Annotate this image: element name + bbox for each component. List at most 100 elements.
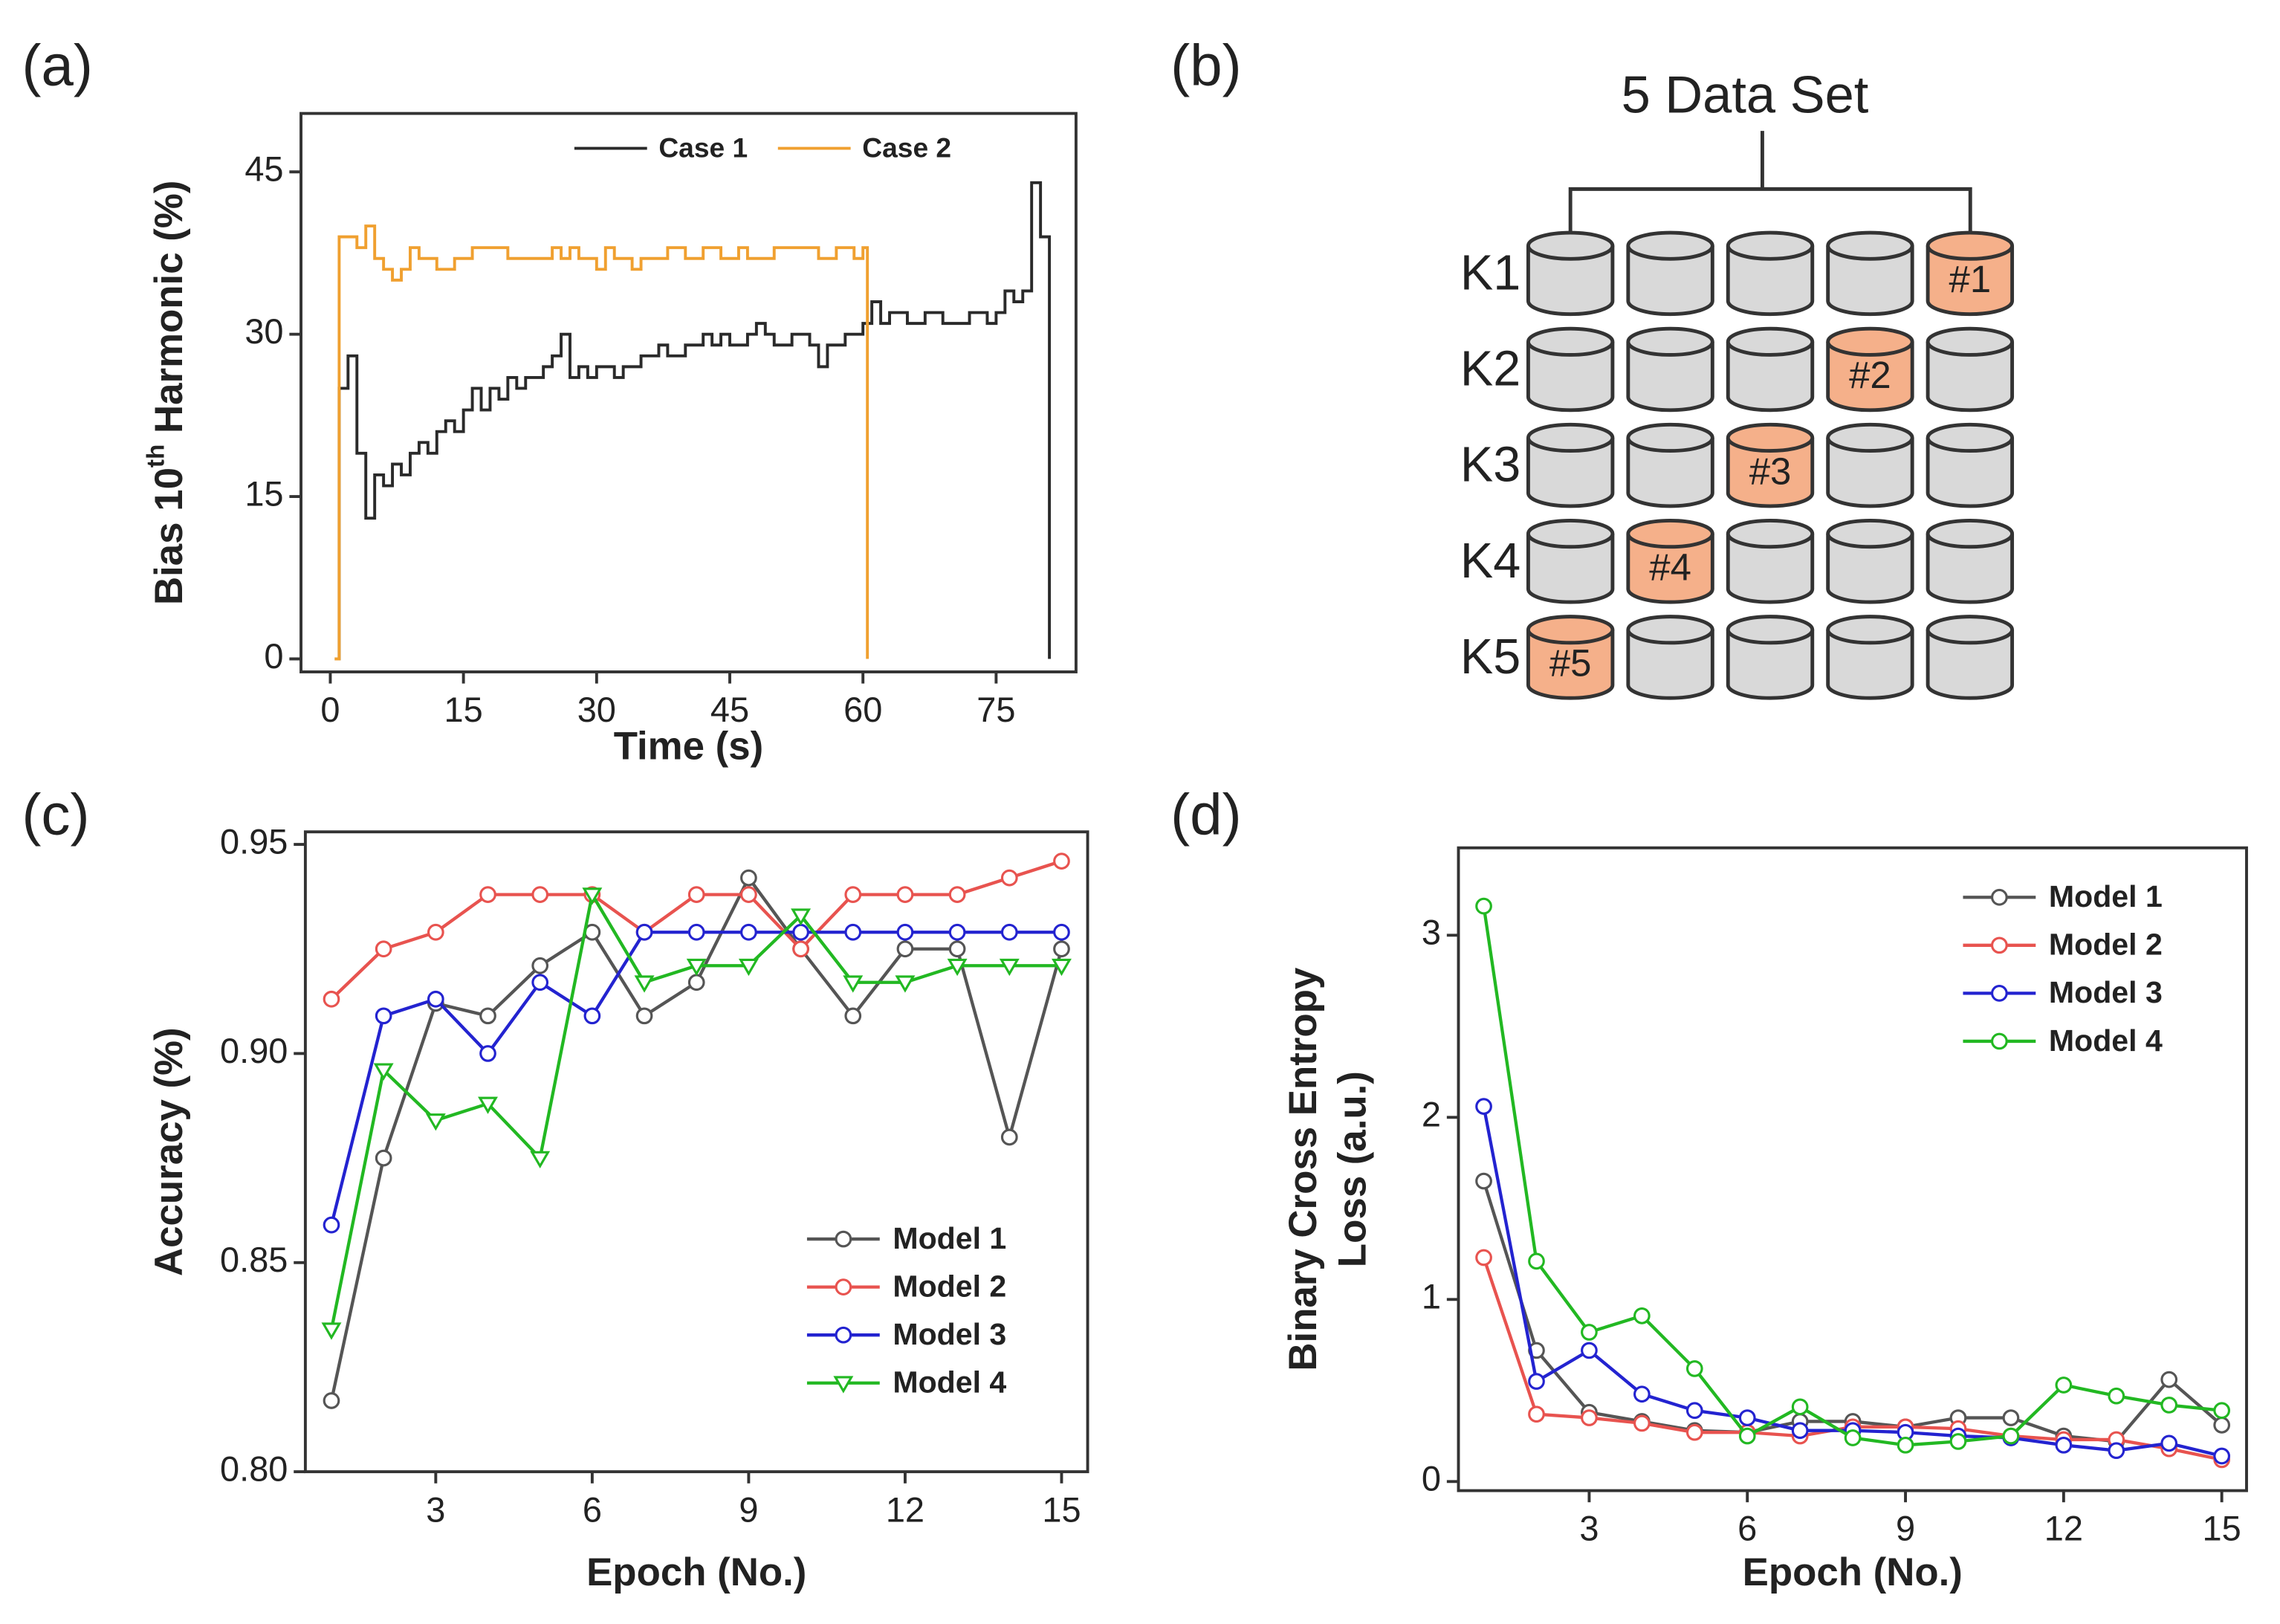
- cylinder: [1626, 534, 1714, 604]
- marker: [478, 1096, 498, 1114]
- cylinder-top: [1826, 615, 1914, 645]
- cylinder-top: [1626, 326, 1714, 357]
- marker: [1000, 869, 1018, 887]
- marker: [1581, 1409, 1598, 1426]
- y-tick-label: 0: [1422, 1459, 1441, 1498]
- cylinder: [1526, 341, 1615, 413]
- cylinder-top: [1926, 422, 2015, 453]
- legend-marker: [833, 1376, 854, 1394]
- cylinder-top: [1626, 422, 1714, 453]
- marker: [1053, 923, 1070, 941]
- marker: [1475, 1098, 1492, 1115]
- marker: [1633, 1385, 1651, 1403]
- marker: [738, 958, 759, 977]
- marker: [844, 886, 862, 903]
- marker: [791, 908, 812, 926]
- x-tick-label: 0: [320, 690, 340, 729]
- cylinder-top: [1826, 230, 1914, 261]
- cylinder: [1726, 437, 1815, 508]
- marker: [1581, 1342, 1598, 1359]
- cylinder-top: [1526, 230, 1615, 261]
- cylinder-top: [1926, 615, 2015, 645]
- legend-label: Model 3: [893, 1317, 1006, 1351]
- legend-label: Model 4: [893, 1365, 1006, 1400]
- marker: [635, 923, 653, 941]
- cylinder-top: [1726, 519, 1815, 549]
- panel-label: (a): [22, 33, 93, 98]
- marker: [896, 923, 914, 941]
- cylinder: [1526, 437, 1615, 508]
- marker: [948, 940, 966, 958]
- y-tick-label: 1: [1422, 1277, 1441, 1316]
- marker: [531, 957, 549, 974]
- marker: [895, 975, 916, 993]
- marker: [1475, 1249, 1492, 1266]
- cylinder: [1726, 630, 1815, 700]
- row-label: K1: [1460, 245, 1520, 300]
- cylinder: [1926, 534, 2015, 604]
- marker: [583, 1007, 601, 1025]
- x-tick-label: 3: [1579, 1509, 1599, 1548]
- cylinder: [1526, 630, 1615, 700]
- y-tick-label: 0.95: [220, 821, 288, 861]
- marker: [687, 886, 705, 903]
- marker: [323, 990, 340, 1008]
- cell-label: #3: [1749, 450, 1792, 492]
- cylinder: [1626, 437, 1714, 508]
- marker: [2002, 1427, 2020, 1445]
- cylinder: [1626, 630, 1714, 700]
- x-axis-label: Epoch (No.): [1743, 1550, 1963, 1594]
- cylinder-top: [1526, 519, 1615, 549]
- marker: [1738, 1427, 1756, 1445]
- cylinder: [1826, 534, 1914, 604]
- y-tick-label: 0: [264, 636, 283, 676]
- marker: [740, 869, 757, 887]
- marker: [375, 1007, 392, 1025]
- legend-marker: [1991, 888, 2008, 906]
- marker: [2160, 1371, 2178, 1388]
- legend-marker: [835, 1230, 852, 1248]
- y-tick-label: 45: [244, 149, 283, 189]
- cylinder-top: [1726, 615, 1815, 645]
- cylinder-top: [1626, 615, 1714, 645]
- marker: [687, 974, 705, 991]
- marker: [792, 940, 809, 958]
- cylinder-top: [1826, 519, 1914, 549]
- legend-label: Model 3: [2049, 975, 2163, 1009]
- cylinder-top: [1526, 422, 1615, 453]
- x-tick-label: 12: [886, 1489, 924, 1529]
- row-label: K2: [1460, 341, 1520, 396]
- plot-frame: [303, 830, 1089, 1474]
- cylinder: [1926, 245, 2015, 317]
- legend-label: Case 2: [862, 132, 951, 163]
- marker: [2108, 1387, 2125, 1405]
- marker: [2213, 1417, 2231, 1434]
- marker: [1791, 1422, 1809, 1440]
- marker: [1053, 853, 1070, 870]
- x-tick-label: 30: [577, 690, 616, 729]
- marker: [1685, 1423, 1703, 1441]
- marker: [323, 1216, 340, 1234]
- marker: [1685, 1360, 1703, 1377]
- legend-label: Model 2: [2049, 928, 2163, 962]
- marker: [323, 1392, 340, 1409]
- y-tick-label: 15: [244, 473, 283, 513]
- panel-label: (c): [22, 781, 89, 847]
- cylinder-top: [1726, 422, 1815, 453]
- cylinder: [1926, 437, 2015, 508]
- y-axis-label: Binary Cross Entropy: [1281, 967, 1325, 1371]
- cylinder: [1826, 630, 1914, 700]
- marker: [687, 923, 705, 941]
- marker: [896, 886, 914, 903]
- marker: [1528, 1252, 1545, 1270]
- marker: [2160, 1434, 2178, 1452]
- x-tick-label: 15: [2203, 1509, 2241, 1548]
- marker: [1738, 1409, 1756, 1426]
- marker: [792, 923, 809, 941]
- series-line: [334, 181, 1052, 661]
- marker: [947, 958, 968, 977]
- legend-marker: [835, 1326, 852, 1344]
- plot-frame: [1457, 846, 2248, 1492]
- legend-label: Model 1: [893, 1221, 1006, 1255]
- cylinder: [1726, 245, 1815, 317]
